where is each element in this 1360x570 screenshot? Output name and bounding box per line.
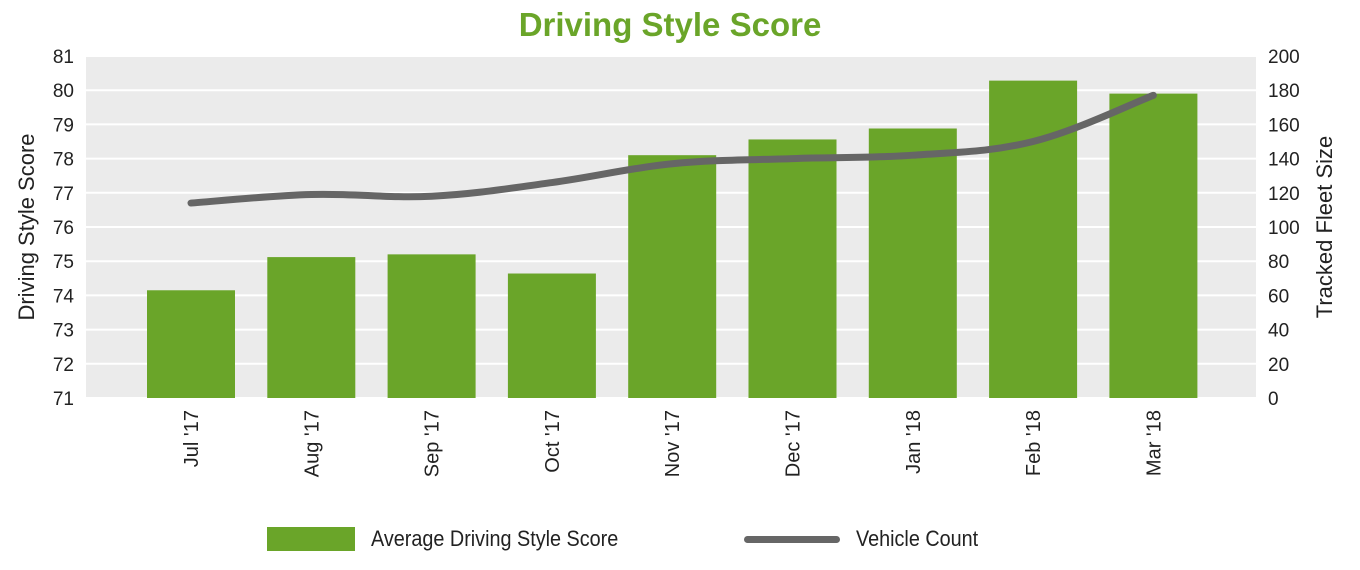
bar-8 (1109, 93, 1198, 399)
y-left-tick-label: 79 (53, 115, 74, 136)
legend-label-bar: Average Driving Style Score (371, 526, 619, 551)
y-left-tick-label: 80 (53, 81, 74, 102)
legend-item-bar: Average Driving Style Score (267, 522, 646, 556)
y-left-tick-label: 71 (53, 389, 74, 410)
y-right-tick-label: 140 (1268, 150, 1300, 171)
y-left-tick-label: 76 (53, 218, 74, 239)
x-tick-label: Sep '17 (422, 410, 444, 477)
y-right-tick-label: 120 (1268, 184, 1300, 205)
x-tick-label: Aug '17 (301, 410, 323, 477)
legend-label-line: Vehicle Count (856, 526, 979, 551)
x-tick-label: Oct '17 (542, 410, 564, 473)
legend-swatch-bar (267, 527, 355, 551)
x-tick-label: Feb '18 (1023, 410, 1045, 476)
bar-5 (748, 139, 837, 398)
y-right-tick-label: 20 (1268, 355, 1289, 376)
y-left-tick-label: 73 (53, 321, 74, 342)
legend-swatch-line (744, 535, 840, 543)
y-right-tick-label: 100 (1268, 218, 1300, 239)
y-right-tick-label: 60 (1268, 286, 1289, 307)
legend: Average Driving Style Score Vehicle Coun… (0, 522, 1360, 556)
y-left-tick-label: 74 (53, 286, 75, 307)
y-right-tick-label: 40 (1268, 321, 1289, 342)
y-right-tick-label: 160 (1268, 115, 1300, 136)
bar-0 (147, 290, 235, 398)
chart-area: 71 72 73 74 75 76 77 78 79 80 81 0 20 40 60 80 100 120 140… (14, 47, 1337, 477)
x-tick-label: Jul '17 (181, 410, 203, 467)
x-tick-label: Nov '17 (662, 410, 684, 477)
bar-3 (507, 273, 596, 398)
x-tick-label: Dec '17 (783, 410, 805, 477)
y-left-tick-label: 81 (53, 47, 74, 68)
y-right-axis-label: Tracked Fleet Size (1312, 136, 1337, 319)
y-left-tick-label: 77 (53, 184, 74, 205)
y-left-tick-label: 72 (53, 355, 74, 376)
chart-title: Driving Style Score (518, 6, 822, 43)
x-tick-label: Jan '18 (903, 410, 925, 474)
y-left-tick-label: 78 (53, 150, 74, 171)
y-left-tick-label: 75 (53, 252, 74, 273)
bar-6 (868, 128, 957, 398)
bar-2 (387, 254, 476, 398)
x-tick-label: Mar '18 (1143, 410, 1165, 476)
y-right-tick-label: 80 (1268, 252, 1289, 273)
y-right-tick-label: 0 (1268, 389, 1279, 410)
y-right-tick-label: 180 (1268, 81, 1300, 102)
y-left-axis-label: Driving Style Score (14, 133, 39, 320)
bar-1 (267, 257, 356, 398)
y-right-tick-label: 200 (1268, 47, 1300, 68)
legend-item-line: Vehicle Count (744, 522, 992, 556)
bar-4 (628, 155, 717, 398)
